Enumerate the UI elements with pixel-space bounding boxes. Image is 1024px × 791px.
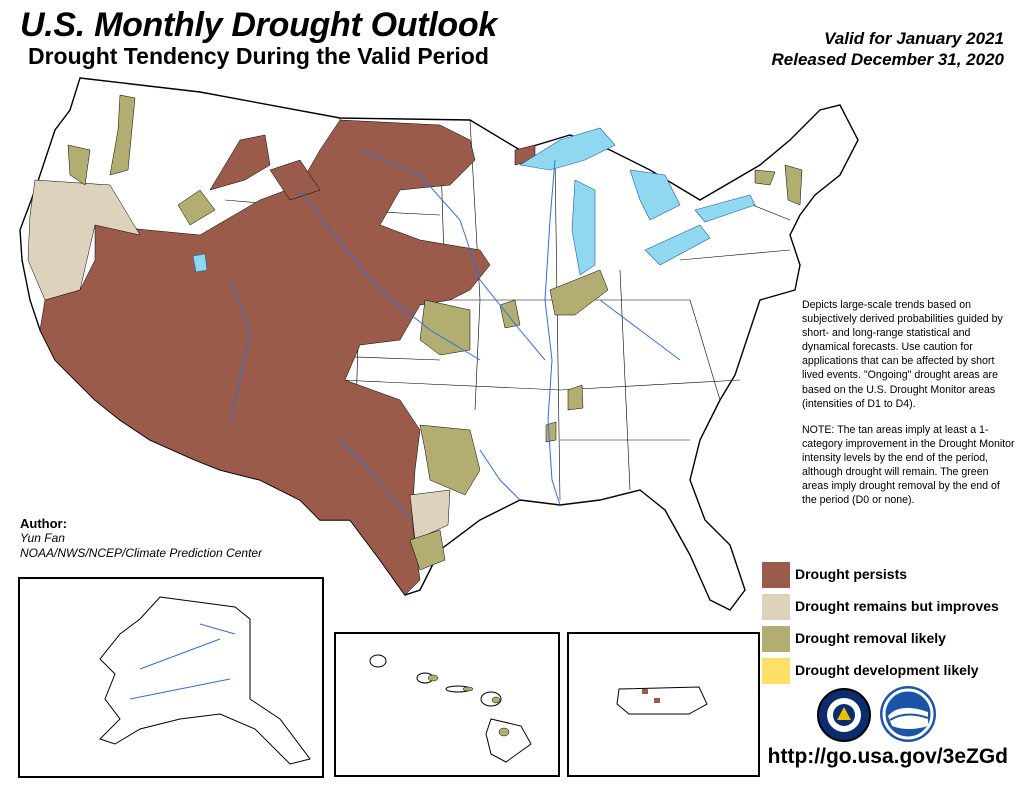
water-bodies <box>192 127 756 276</box>
page-subtitle: Drought Tendency During the Valid Period <box>28 43 489 69</box>
hawaii-inset <box>334 632 560 777</box>
author-name: Yun Fan <box>20 531 65 545</box>
legend-label-development: Drought development likely <box>795 662 979 678</box>
noaa-nws-logo-graphic <box>827 698 861 732</box>
noaa-nws-logo <box>817 688 871 742</box>
page-title: U.S. Monthly Drought Outlook <box>20 6 497 44</box>
alaska-map <box>99 596 311 765</box>
noaa-logo <box>880 686 936 742</box>
description-text: Depicts large-scale trends based on subj… <box>802 298 1017 519</box>
legend-item-development: Drought development likely <box>762 658 1022 684</box>
legend-label-improves: Drought remains but improves <box>795 598 999 614</box>
author-label: Author: <box>20 516 67 531</box>
description-paragraph-1: Depicts large-scale trends based on subj… <box>802 299 1003 410</box>
drought-improves-areas <box>27 179 451 541</box>
noaa-logo-graphic <box>882 688 934 740</box>
legend-swatch-improves <box>762 594 790 620</box>
puerto-rico-map <box>616 686 708 715</box>
legend-swatch-development <box>762 658 790 684</box>
legend-label-persists: Drought persists <box>795 566 908 582</box>
legend-swatch-persists <box>762 562 790 588</box>
legend-swatch-removal <box>762 626 790 652</box>
alaska-inset <box>18 577 324 778</box>
legend-item-improves: Drought remains but improves <box>762 594 1022 620</box>
legend-item-persists: Drought persists <box>762 562 1022 588</box>
source-url[interactable]: http://go.usa.gov/3eZGd <box>767 745 1008 768</box>
legend-item-removal: Drought removal likely <box>762 626 1022 652</box>
author-block: Author: Yun Fan NOAA/NWS/NCEP/Climate Pr… <box>20 516 262 561</box>
hawaii-map <box>369 654 532 763</box>
release-date: Released December 31, 2020 <box>771 50 1005 69</box>
drought-removal-areas <box>67 94 803 571</box>
legend-label-removal: Drought removal likely <box>795 630 946 646</box>
puerto-rico-inset <box>567 632 760 777</box>
rivers <box>229 149 681 521</box>
valid-period: Valid for January 2021 <box>824 29 1004 48</box>
description-paragraph-2: NOTE: The tan areas imply at least a 1-c… <box>802 423 1015 507</box>
drought-persists-areas <box>39 119 536 596</box>
author-organization: NOAA/NWS/NCEP/Climate Prediction Center <box>20 546 263 560</box>
